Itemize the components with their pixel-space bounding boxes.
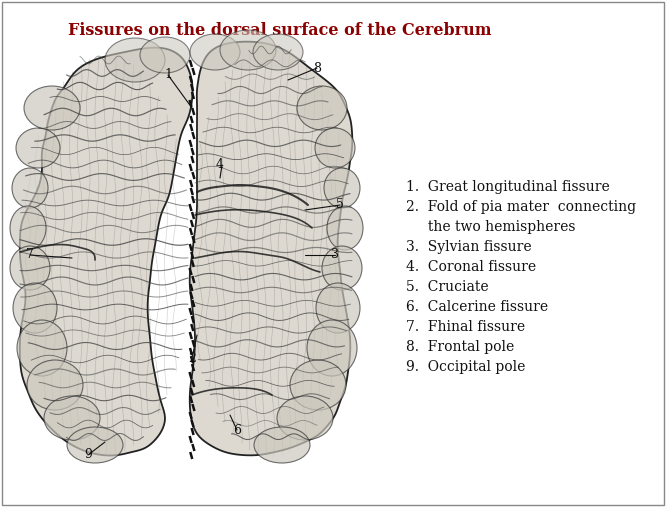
Text: 8: 8	[313, 61, 321, 75]
Ellipse shape	[27, 360, 83, 410]
PathPatch shape	[20, 48, 192, 455]
Ellipse shape	[322, 246, 362, 290]
Ellipse shape	[277, 396, 333, 440]
Ellipse shape	[16, 128, 60, 168]
Text: 5: 5	[336, 199, 344, 211]
Ellipse shape	[297, 86, 347, 130]
Ellipse shape	[105, 38, 165, 82]
Ellipse shape	[10, 206, 46, 250]
Text: 2.  Fold of pia mater  connecting: 2. Fold of pia mater connecting	[406, 200, 636, 214]
Ellipse shape	[316, 283, 360, 333]
Ellipse shape	[17, 320, 67, 376]
Text: 1.  Great longitudinal fissure: 1. Great longitudinal fissure	[406, 180, 610, 194]
Text: 4.  Coronal fissure: 4. Coronal fissure	[406, 260, 536, 274]
Text: 9: 9	[84, 449, 92, 461]
Ellipse shape	[190, 34, 240, 70]
Text: Fissures on the dorsal surface of the Cerebrum: Fissures on the dorsal surface of the Ce…	[68, 22, 492, 39]
Ellipse shape	[140, 37, 190, 73]
Text: the two hemispheres: the two hemispheres	[406, 220, 575, 234]
Ellipse shape	[67, 427, 123, 463]
Ellipse shape	[253, 34, 303, 70]
Text: 5.  Cruciate: 5. Cruciate	[406, 280, 489, 294]
Text: 7.  Fhinal fissure: 7. Fhinal fissure	[406, 320, 525, 334]
Text: 7: 7	[26, 248, 34, 262]
Ellipse shape	[44, 396, 100, 440]
Ellipse shape	[220, 30, 276, 70]
Text: 1: 1	[164, 68, 172, 82]
Ellipse shape	[13, 283, 57, 333]
Ellipse shape	[24, 86, 80, 130]
Ellipse shape	[290, 360, 346, 410]
Ellipse shape	[12, 168, 48, 208]
Text: 9.  Occipital pole: 9. Occipital pole	[406, 360, 525, 374]
Ellipse shape	[254, 427, 310, 463]
Ellipse shape	[10, 246, 50, 290]
PathPatch shape	[190, 42, 352, 455]
Ellipse shape	[324, 168, 360, 208]
Text: 6: 6	[233, 423, 241, 437]
Text: 3.  Sylvian fissure: 3. Sylvian fissure	[406, 240, 531, 254]
Text: 3: 3	[331, 248, 339, 262]
Text: 2: 2	[188, 351, 196, 365]
Ellipse shape	[307, 320, 357, 376]
Text: 8.  Frontal pole: 8. Frontal pole	[406, 340, 514, 354]
Ellipse shape	[315, 128, 355, 168]
Ellipse shape	[327, 206, 363, 250]
Text: 6.  Calcerine fissure: 6. Calcerine fissure	[406, 300, 548, 314]
Text: 4: 4	[216, 159, 224, 171]
